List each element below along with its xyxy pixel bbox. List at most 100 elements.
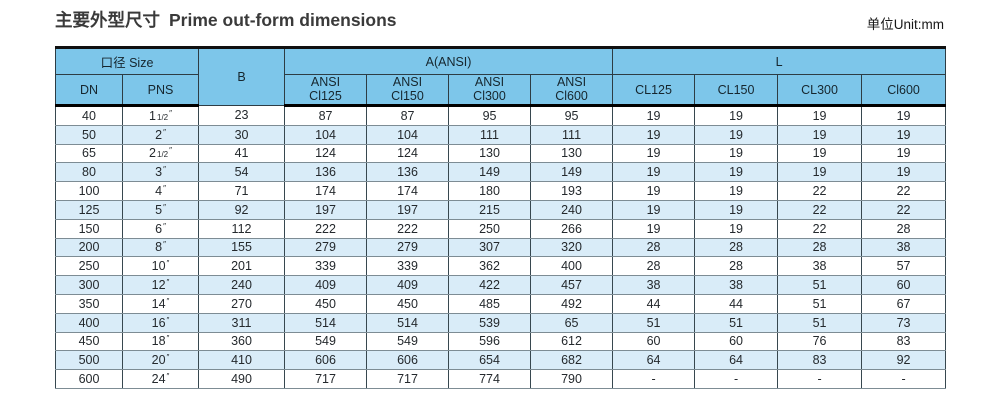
cell-l-cl300: 22 (777, 181, 863, 201)
cell-l-cl125: 19 (612, 143, 696, 164)
cell-l-cl600: 67 (861, 293, 947, 314)
cell-pns: 2″ (121, 124, 200, 145)
cell-a-cl300: 111 (448, 124, 532, 145)
cell-a-cl300: 180 (448, 181, 532, 201)
cell-a-cl125: 717 (284, 369, 368, 389)
cell-a-cl600: 790 (530, 369, 614, 389)
cell-pns: 20″ (121, 350, 200, 371)
cell-l-cl125: 60 (612, 331, 696, 352)
cell-a-cl125: 174 (284, 181, 368, 201)
cell-l-cl150: 19 (694, 105, 779, 126)
cell-dn: 150 (55, 218, 123, 239)
cell-b: 41 (198, 143, 286, 164)
page-title-en: Prime out-form dimensions (169, 10, 397, 30)
cell-l-cl125: 19 (612, 218, 696, 239)
pns-inch-mark: ″ (169, 108, 172, 118)
cell-a-cl300: 539 (448, 312, 532, 333)
pns-fraction: 1/2 (157, 112, 169, 122)
pns-main: 4 (155, 184, 163, 199)
cell-l-cl150: - (694, 369, 779, 389)
pns-main: 3 (155, 165, 163, 180)
pns-inch-mark: ″ (163, 165, 166, 175)
cell-dn: 40 (55, 105, 123, 126)
pns-inch-mark: ″ (166, 315, 170, 325)
pns-main: 8 (155, 240, 163, 255)
cell-b: 240 (198, 275, 286, 295)
cell-l-cl600: 73 (861, 312, 947, 333)
cell-a-cl125: 87 (284, 105, 368, 126)
header-size-group: 口径 Size (54, 47, 200, 75)
cell-l-cl150: 19 (694, 143, 779, 164)
cell-l-cl300: 19 (777, 143, 863, 164)
table-row: 450 18″ 360 549 549 596 612 60 60 76 83 (55, 331, 947, 352)
cell-b: 30 (198, 124, 286, 145)
cell-a-cl600: 266 (530, 218, 614, 239)
cell-pns: 5″ (121, 199, 200, 220)
unit-label: 单位Unit:mm (866, 17, 944, 32)
cell-a-cl600: 682 (530, 350, 614, 371)
pns-main: 12 (151, 278, 166, 293)
cell-a-cl300: 95 (448, 105, 532, 126)
cell-b: 270 (198, 293, 286, 314)
header-ansi-cl150: ANSI Cl150 (366, 74, 450, 107)
header-ansi-cl150-line2: Cl150 (391, 88, 424, 103)
cell-l-cl150: 64 (694, 350, 779, 371)
cell-b: 92 (198, 199, 286, 220)
cell-a-cl150: 450 (366, 293, 450, 314)
cell-a-cl125: 222 (284, 218, 368, 239)
cell-a-cl150: 717 (366, 369, 450, 389)
table-row: 200 8″ 155 279 279 307 320 28 28 28 38 (55, 237, 947, 258)
cell-a-cl150: 136 (366, 162, 450, 183)
cell-l-cl125: 19 (612, 105, 696, 126)
header-l-cl125: CL125 (612, 74, 696, 107)
header-ansi-cl125-line2: Cl125 (309, 88, 342, 103)
pns-main: 2 (155, 127, 163, 142)
cell-dn: 400 (55, 312, 123, 333)
header-ansi-cl150-line1: ANSI (392, 75, 423, 89)
cell-l-cl150: 19 (694, 124, 779, 145)
table-row: 350 14″ 270 450 450 485 492 44 44 51 67 (55, 293, 947, 314)
header-l-cl150: CL150 (694, 74, 779, 107)
cell-l-cl125: 19 (612, 124, 696, 145)
cell-a-cl150: 409 (366, 275, 450, 295)
cell-l-cl300: 19 (777, 124, 863, 145)
pns-inch-mark: ″ (166, 372, 170, 382)
cell-a-cl150: 104 (366, 124, 450, 145)
cell-l-cl600: 22 (861, 181, 947, 201)
cell-l-cl150: 19 (694, 181, 779, 201)
cell-l-cl150: 19 (694, 218, 779, 239)
cell-a-cl600: 193 (530, 181, 614, 201)
cell-a-cl600: 111 (530, 124, 614, 145)
cell-b: 490 (198, 369, 286, 389)
page-title: 主要外型尺寸 Prime out-form dimensions (55, 7, 397, 32)
cell-a-cl125: 409 (284, 275, 368, 295)
cell-a-cl600: 457 (530, 275, 614, 295)
cell-a-cl300: 130 (448, 143, 532, 164)
cell-a-cl300: 422 (448, 275, 532, 295)
cell-l-cl600: 57 (861, 256, 947, 277)
cell-b: 360 (198, 331, 286, 352)
cell-a-cl300: 596 (448, 331, 532, 352)
cell-a-cl125: 104 (284, 124, 368, 145)
pns-main: 16 (151, 315, 166, 330)
cell-l-cl600: 22 (861, 199, 947, 220)
cell-l-cl600: 19 (861, 105, 947, 126)
header-dn: DN (55, 74, 123, 107)
header-ansi-cl300: ANSI Cl300 (448, 74, 532, 107)
cell-pns: 3″ (121, 162, 200, 183)
cell-pns: 8″ (121, 237, 200, 258)
table-row: 600 24″ 490 717 717 774 790- - - - (55, 369, 947, 389)
cell-a-cl150: 549 (366, 331, 450, 352)
cell-l-cl600: 28 (861, 218, 947, 239)
header-ansi-cl125-line1: ANSI (310, 75, 341, 89)
cell-a-cl125: 514 (284, 312, 368, 333)
cell-l-cl600: 19 (861, 162, 947, 183)
cell-dn: 200 (55, 237, 123, 258)
cell-l-cl600: 19 (861, 143, 947, 164)
cell-dn: 50 (55, 124, 123, 145)
cell-l-cl600: 60 (861, 275, 947, 295)
cell-pns: 6″ (121, 218, 200, 239)
pns-inch-mark: ″ (166, 296, 170, 306)
table-row: 250 10″ 201 339 339 362 400 28 28 38 57 (55, 256, 947, 277)
